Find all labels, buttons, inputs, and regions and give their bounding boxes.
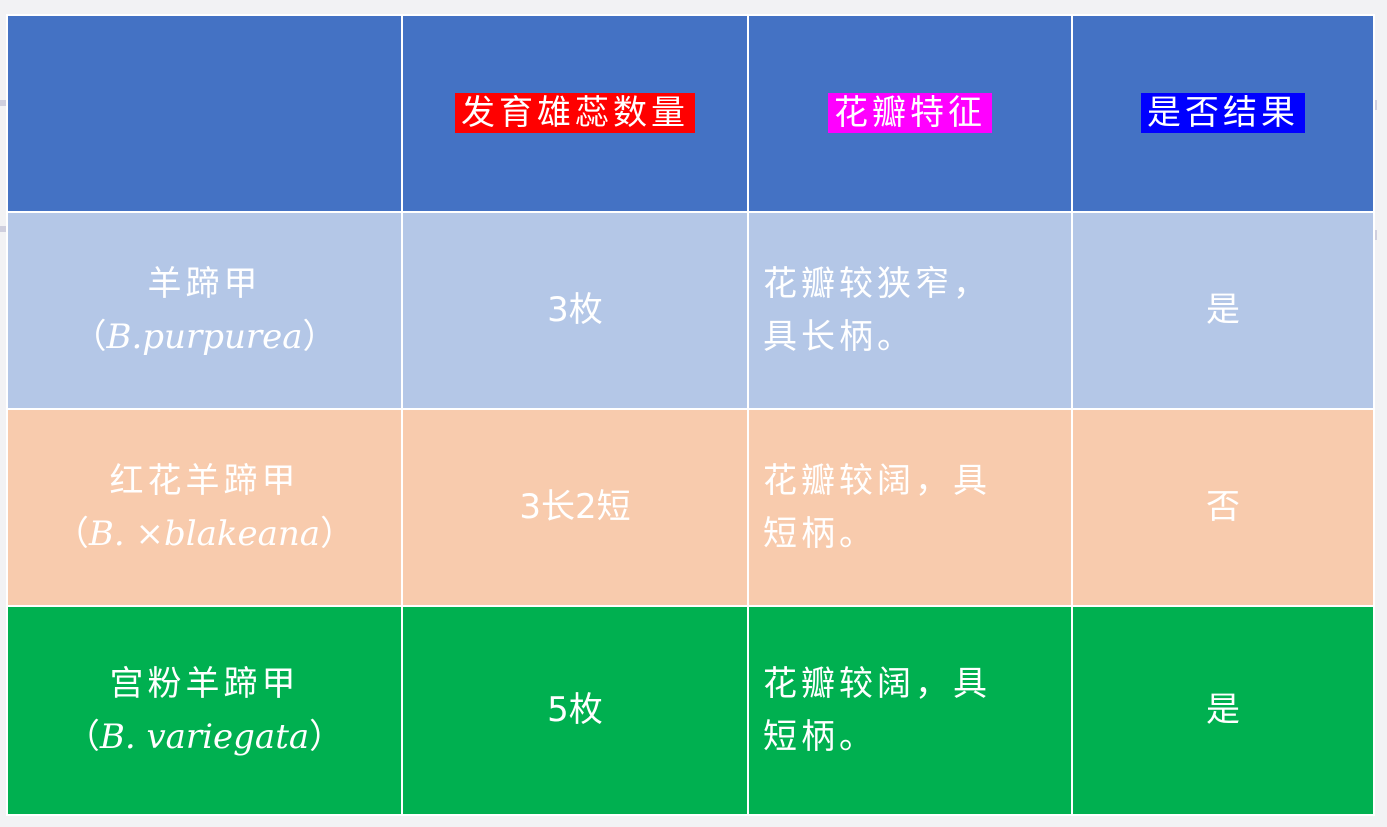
paren: ） — [302, 316, 337, 357]
stamens-cell: 3枚 — [401, 211, 749, 410]
petals-line: 短柄。 — [763, 513, 877, 554]
petals-line: 短柄。 — [763, 716, 877, 757]
paren: （ — [54, 513, 89, 554]
petals-line: 花瓣较狭窄， — [763, 263, 991, 304]
header-cell-empty — [6, 14, 403, 213]
stamens-cell: 5枚 — [401, 605, 749, 816]
species-cell: 宫粉羊蹄甲 （B. variegata） — [6, 605, 403, 816]
species-name-latin: B. ×blakeana — [88, 513, 321, 554]
header-cell-fruit: 是否结果 — [1071, 14, 1375, 213]
table-row: 羊蹄甲 （B.purpurea） 3枚 花瓣较狭窄， 具长柄。 是 — [6, 211, 1375, 410]
comparison-table: 发育雄蕊数量 花瓣特征 是否结果 羊蹄甲 （B.purpurea） 3枚 花瓣较狭… — [6, 14, 1375, 816]
species-name-cn: 羊蹄甲 — [147, 263, 262, 304]
species-name-latin: B.purpurea — [106, 316, 303, 357]
petals-cell: 花瓣较阔，具 短柄。 — [747, 408, 1073, 607]
species-cell: 红花羊蹄甲 （B. ×blakeana） — [6, 408, 403, 607]
header-row: 发育雄蕊数量 花瓣特征 是否结果 — [6, 14, 1375, 213]
species-cell: 羊蹄甲 （B.purpurea） — [6, 211, 403, 410]
petals-cell: 花瓣较狭窄， 具长柄。 — [747, 211, 1073, 410]
paren: ） — [309, 716, 344, 757]
petals-line: 花瓣较阔，具 — [763, 460, 991, 501]
petals-cell: 花瓣较阔，具 短柄。 — [747, 605, 1073, 816]
header-fruit-label: 是否结果 — [1141, 93, 1305, 134]
species-name-cn: 宫粉羊蹄甲 — [109, 663, 300, 704]
species-name-latin: B. variegata — [99, 716, 310, 757]
paren: （ — [65, 716, 100, 757]
header-cell-stamens: 发育雄蕊数量 — [401, 14, 749, 213]
fruit-cell: 否 — [1071, 408, 1375, 607]
species-name-cn: 红花羊蹄甲 — [109, 460, 300, 501]
petals-line: 具长柄。 — [763, 316, 915, 357]
stamens-cell: 3长2短 — [401, 408, 749, 607]
fruit-cell: 是 — [1071, 605, 1375, 816]
table-row: 红花羊蹄甲 （B. ×blakeana） 3长2短 花瓣较阔，具 短柄。 否 — [6, 408, 1375, 607]
paren: （ — [72, 316, 107, 357]
header-petals-label: 花瓣特征 — [828, 93, 992, 134]
petals-line: 花瓣较阔，具 — [763, 663, 991, 704]
paren: ） — [320, 513, 355, 554]
header-stamens-label: 发育雄蕊数量 — [455, 93, 695, 134]
fruit-cell: 是 — [1071, 211, 1375, 410]
header-cell-petals: 花瓣特征 — [747, 14, 1073, 213]
table-row: 宫粉羊蹄甲 （B. variegata） 5枚 花瓣较阔，具 短柄。 是 — [6, 605, 1375, 816]
